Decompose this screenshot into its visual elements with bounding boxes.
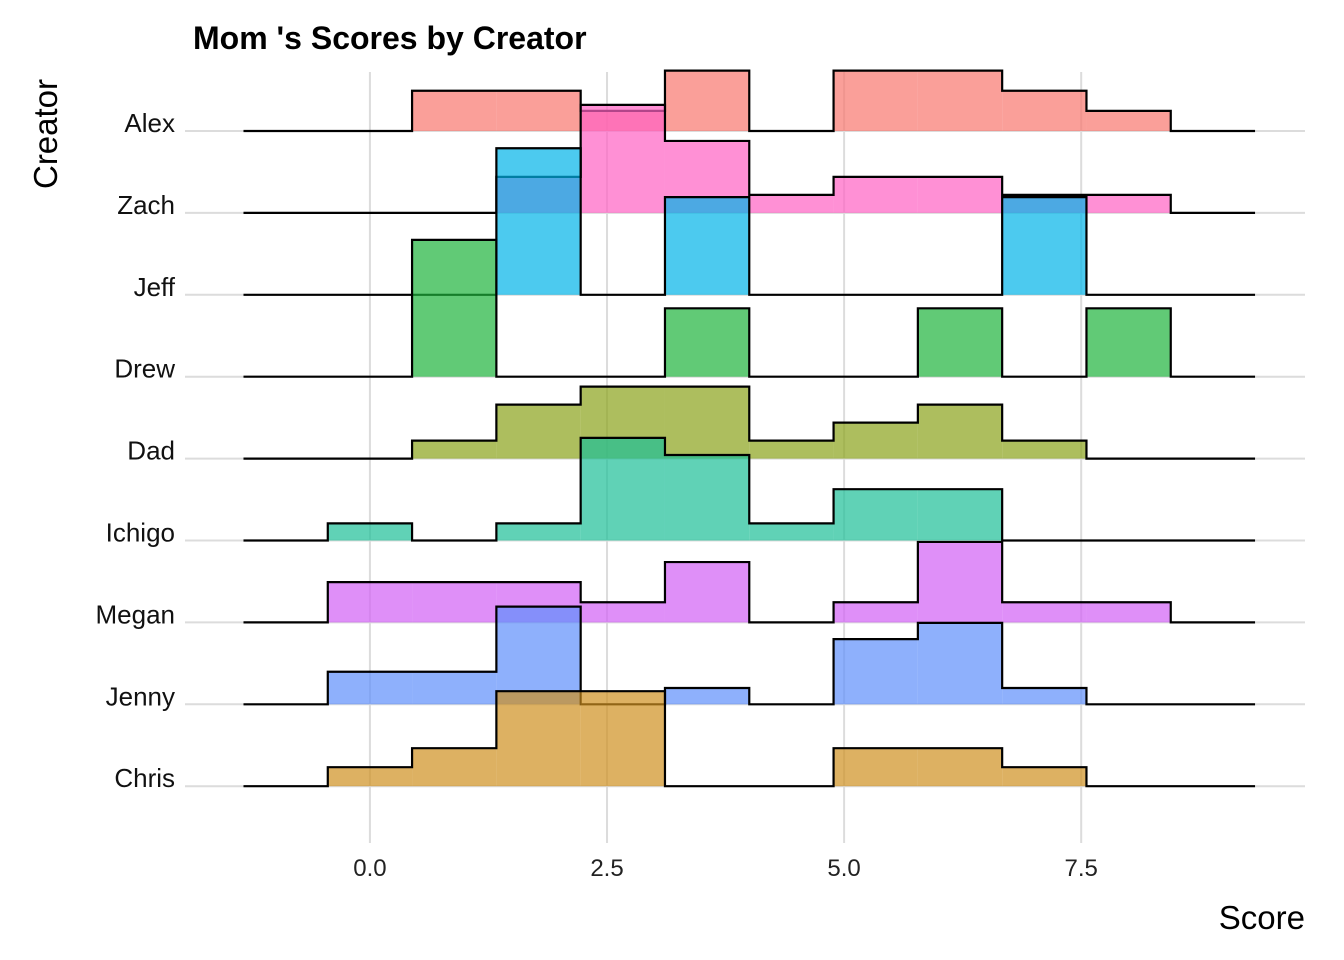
x-tick-label: 2.5 (590, 855, 623, 882)
bar (412, 748, 497, 787)
bar (580, 437, 665, 541)
bar (917, 541, 1003, 623)
y-tick-label: Megan (96, 599, 176, 629)
bar (496, 606, 581, 705)
y-tick-label: Jeff (134, 272, 176, 302)
bar (917, 70, 1003, 131)
bar (327, 582, 413, 623)
y-tick-label: Jenny (106, 681, 175, 711)
bar (917, 748, 1003, 787)
bar (412, 582, 497, 623)
ridge-outline (243, 436, 1256, 542)
x-tick-label: 5.0 (827, 855, 860, 882)
bar (496, 90, 581, 131)
bar (833, 70, 918, 131)
bar (412, 671, 497, 705)
ridge-outline (243, 540, 1256, 624)
bar (833, 422, 918, 459)
y-tick-label: Dad (127, 436, 175, 466)
bar (749, 523, 834, 541)
bar (833, 176, 918, 213)
bar (1002, 767, 1087, 787)
ridge-outline (243, 238, 1256, 378)
ridge (243, 436, 1256, 542)
bar (917, 622, 1003, 705)
bar (664, 386, 750, 459)
bar (327, 523, 413, 541)
bar (412, 440, 497, 459)
bar (1002, 90, 1087, 131)
bar (1002, 197, 1087, 295)
ridge-outline (243, 690, 1256, 788)
y-axis-label: Creator (27, 79, 64, 189)
bar (412, 239, 497, 377)
bar (664, 562, 750, 623)
x-axis-label: Score (1219, 899, 1305, 936)
y-tick-label: Drew (114, 354, 175, 384)
bar (1086, 602, 1171, 623)
bar (496, 148, 581, 295)
bar (580, 602, 665, 623)
bar (1086, 110, 1171, 131)
bar (1002, 688, 1087, 705)
ridge-outline (243, 69, 1256, 133)
y-tick-label: Alex (124, 108, 175, 138)
bar (1086, 194, 1171, 213)
bar (664, 454, 750, 541)
x-tick-label: 0.0 (353, 855, 386, 882)
x-tick-label: 7.5 (1065, 855, 1098, 882)
bar (833, 489, 918, 541)
bar (412, 90, 497, 131)
ridge (243, 385, 1256, 460)
y-tick-label: Ichigo (106, 518, 175, 548)
bar (1002, 602, 1087, 623)
ridge (243, 238, 1256, 378)
ridge (243, 690, 1256, 788)
bar (749, 194, 834, 213)
bar (917, 176, 1003, 213)
y-tick-label: Chris (114, 763, 175, 793)
bar (833, 639, 918, 705)
bar (749, 440, 834, 459)
bar (496, 404, 581, 459)
bar (327, 767, 413, 787)
y-tick-label: Zach (117, 190, 175, 220)
bar (664, 70, 750, 131)
bar (833, 748, 918, 787)
bar (917, 404, 1003, 459)
bar (917, 489, 1003, 541)
bar (664, 197, 750, 295)
bar (664, 688, 750, 705)
ridge (243, 605, 1256, 706)
ridge (243, 540, 1256, 624)
bar (1086, 308, 1171, 377)
bar (327, 671, 413, 705)
ridge-outline (243, 385, 1256, 460)
ridge (243, 69, 1256, 133)
chart-title: Mom 's Scores by Creator (193, 20, 587, 56)
bar (496, 691, 581, 787)
bar (580, 104, 665, 213)
bar (833, 602, 918, 623)
bar (496, 523, 581, 541)
bar (580, 691, 665, 787)
bar (1002, 440, 1087, 459)
bar (664, 308, 750, 377)
bar (917, 308, 1003, 377)
ridge-outline (243, 605, 1256, 706)
